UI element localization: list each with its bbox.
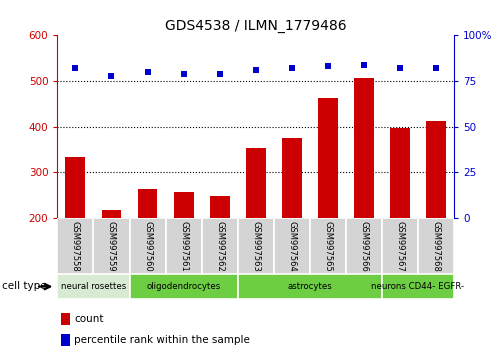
- Point: [180, 71, 188, 76]
- Bar: [426, 121, 446, 218]
- Bar: [346, 218, 382, 274]
- Point: [360, 62, 368, 67]
- Bar: [246, 148, 265, 218]
- Bar: [130, 218, 166, 274]
- Point: [396, 65, 404, 71]
- Point: [288, 65, 296, 71]
- Bar: [65, 156, 85, 218]
- Text: GSM997566: GSM997566: [359, 221, 368, 272]
- Bar: [57, 274, 130, 299]
- Bar: [390, 128, 410, 218]
- Point: [324, 64, 332, 69]
- Bar: [57, 218, 93, 274]
- Text: GSM997563: GSM997563: [251, 221, 260, 272]
- Text: GSM997558: GSM997558: [71, 221, 80, 271]
- Text: GSM997560: GSM997560: [143, 221, 152, 271]
- Bar: [61, 334, 70, 346]
- Text: astrocytes: astrocytes: [287, 282, 332, 291]
- Bar: [130, 274, 238, 299]
- Bar: [166, 218, 202, 274]
- Text: GSM997565: GSM997565: [323, 221, 332, 271]
- Bar: [202, 218, 238, 274]
- Bar: [418, 218, 454, 274]
- Text: GSM997567: GSM997567: [396, 221, 405, 272]
- Point: [71, 65, 79, 71]
- Point: [144, 69, 152, 75]
- Bar: [274, 218, 310, 274]
- Bar: [354, 78, 374, 218]
- Bar: [102, 210, 121, 218]
- Bar: [310, 218, 346, 274]
- Bar: [282, 138, 302, 218]
- Text: GSM997562: GSM997562: [215, 221, 224, 271]
- Bar: [382, 218, 418, 274]
- Text: neural rosettes: neural rosettes: [61, 282, 126, 291]
- Title: GDS4538 / ILMN_1779486: GDS4538 / ILMN_1779486: [165, 19, 346, 33]
- Point: [251, 67, 259, 73]
- Bar: [61, 313, 70, 325]
- Bar: [382, 274, 454, 299]
- Text: neurons CD44- EGFR-: neurons CD44- EGFR-: [371, 282, 465, 291]
- Bar: [210, 196, 230, 218]
- Bar: [318, 98, 338, 218]
- Text: GSM997568: GSM997568: [432, 221, 441, 272]
- Point: [107, 73, 115, 78]
- Bar: [238, 274, 382, 299]
- Text: oligodendrocytes: oligodendrocytes: [147, 282, 221, 291]
- Text: percentile rank within the sample: percentile rank within the sample: [74, 335, 250, 345]
- Bar: [138, 189, 158, 218]
- Text: GSM997564: GSM997564: [287, 221, 296, 271]
- Bar: [93, 218, 130, 274]
- Text: count: count: [74, 314, 103, 324]
- Text: GSM997559: GSM997559: [107, 221, 116, 271]
- Text: GSM997561: GSM997561: [179, 221, 188, 271]
- Point: [216, 71, 224, 76]
- Bar: [174, 192, 194, 218]
- Text: cell type: cell type: [2, 281, 47, 291]
- Point: [432, 65, 440, 71]
- Bar: [238, 218, 274, 274]
